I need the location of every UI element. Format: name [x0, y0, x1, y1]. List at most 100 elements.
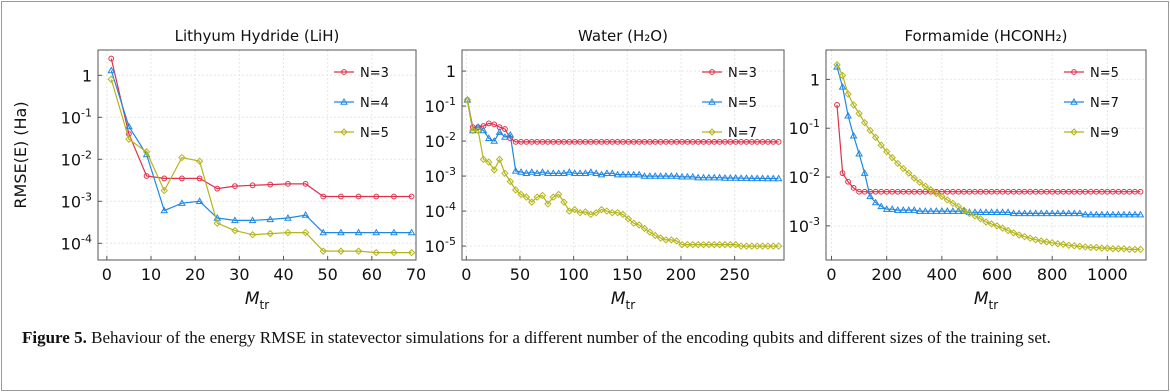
data-point: [910, 174, 918, 182]
data-point: [539, 138, 546, 145]
data-point: [1037, 209, 1046, 217]
x-tick-label: 50: [317, 265, 337, 284]
data-point: [689, 240, 697, 249]
data-point: [463, 96, 472, 104]
series-line: [110, 70, 412, 234]
data-point: [528, 138, 535, 145]
y-tick-label: 1: [82, 66, 92, 85]
data-point: [900, 188, 907, 195]
data-point: [855, 149, 863, 157]
data-point: [1125, 245, 1134, 254]
legend-label: N=3: [360, 66, 389, 81]
data-point: [689, 138, 696, 145]
data-point: [214, 185, 221, 192]
data-point: [856, 188, 863, 195]
data-point: [987, 220, 996, 228]
data-point: [855, 109, 863, 118]
data-point: [764, 174, 772, 182]
data-point: [108, 55, 115, 62]
legend-entry: N=9: [1064, 126, 1119, 141]
data-point: [1027, 188, 1034, 195]
legend-label: N=3: [728, 66, 757, 81]
data-point: [125, 135, 133, 143]
data-point: [938, 192, 946, 201]
data-point: [160, 186, 168, 195]
data-point: [1137, 188, 1144, 195]
chart-panel-2: Water (H₂O) 0 50 100 150 200 250 1 10-1 10-2 10-3 1…: [425, 27, 785, 312]
data-point: [570, 205, 579, 214]
legend-marker: [340, 128, 348, 136]
chart-title: Water (H₂O): [578, 27, 668, 45]
x-tick-label: 250: [719, 265, 750, 284]
data-point: [161, 175, 168, 182]
data-point: [888, 205, 897, 212]
data-point: [604, 138, 610, 145]
y-tick-label: 1: [810, 70, 820, 89]
y-tick-label: 1: [446, 62, 456, 81]
data-point: [624, 170, 633, 178]
data-point: [672, 172, 681, 179]
x-tick-label: 600: [982, 265, 1013, 284]
data-point: [586, 168, 595, 175]
data-point: [737, 174, 745, 181]
data-point: [1015, 231, 1023, 239]
data-point: [742, 242, 751, 250]
data-point: [1026, 234, 1034, 242]
data-point: [742, 174, 751, 181]
data-point: [727, 138, 734, 145]
data-point: [1103, 244, 1112, 252]
x-tick-label: 200: [871, 265, 902, 284]
data-point: [517, 190, 525, 199]
y-tick-label: 10-1: [61, 106, 92, 127]
data-point: [888, 153, 896, 162]
data-point: [624, 215, 633, 223]
data-point: [769, 242, 777, 250]
data-point: [758, 174, 767, 182]
data-point: [839, 170, 846, 177]
data-point: [266, 229, 274, 238]
data-point: [561, 138, 567, 145]
data-point: [943, 196, 952, 204]
data-point: [337, 228, 345, 236]
data-point: [603, 207, 611, 215]
data-point: [915, 207, 924, 214]
data-point: [657, 138, 664, 145]
data-point: [479, 155, 488, 164]
data-point: [1042, 209, 1051, 217]
y-tick-label: 10-3: [425, 165, 456, 186]
data-point: [1136, 245, 1145, 254]
data-point: [538, 191, 547, 200]
series-N=7: [463, 96, 783, 250]
data-point: [479, 126, 488, 134]
data-point: [534, 138, 541, 145]
data-point: [1015, 209, 1023, 217]
data-point: [408, 193, 415, 200]
data-point: [1109, 188, 1116, 195]
data-point: [694, 173, 702, 181]
data-point: [758, 242, 767, 250]
data-point: [1053, 209, 1062, 217]
data-point: [866, 192, 875, 200]
data-point: [651, 172, 660, 179]
data-point: [1125, 210, 1134, 218]
data-point: [511, 166, 520, 174]
data-point: [731, 174, 740, 181]
data-point: [179, 175, 185, 182]
data-point: [954, 202, 963, 211]
y-tick-label: 10-3: [61, 190, 92, 211]
data-point: [407, 248, 416, 257]
data-point: [759, 138, 766, 145]
data-point: [603, 169, 611, 177]
data-point: [894, 188, 901, 195]
data-point: [667, 172, 676, 179]
data-point: [625, 138, 632, 145]
data-point: [722, 138, 728, 145]
data-point: [678, 240, 686, 249]
data-point: [1131, 245, 1139, 254]
data-point: [894, 159, 902, 168]
data-point: [700, 138, 707, 145]
data-point: [1086, 210, 1095, 218]
data-point: [1071, 188, 1078, 195]
data-point: [474, 126, 482, 135]
